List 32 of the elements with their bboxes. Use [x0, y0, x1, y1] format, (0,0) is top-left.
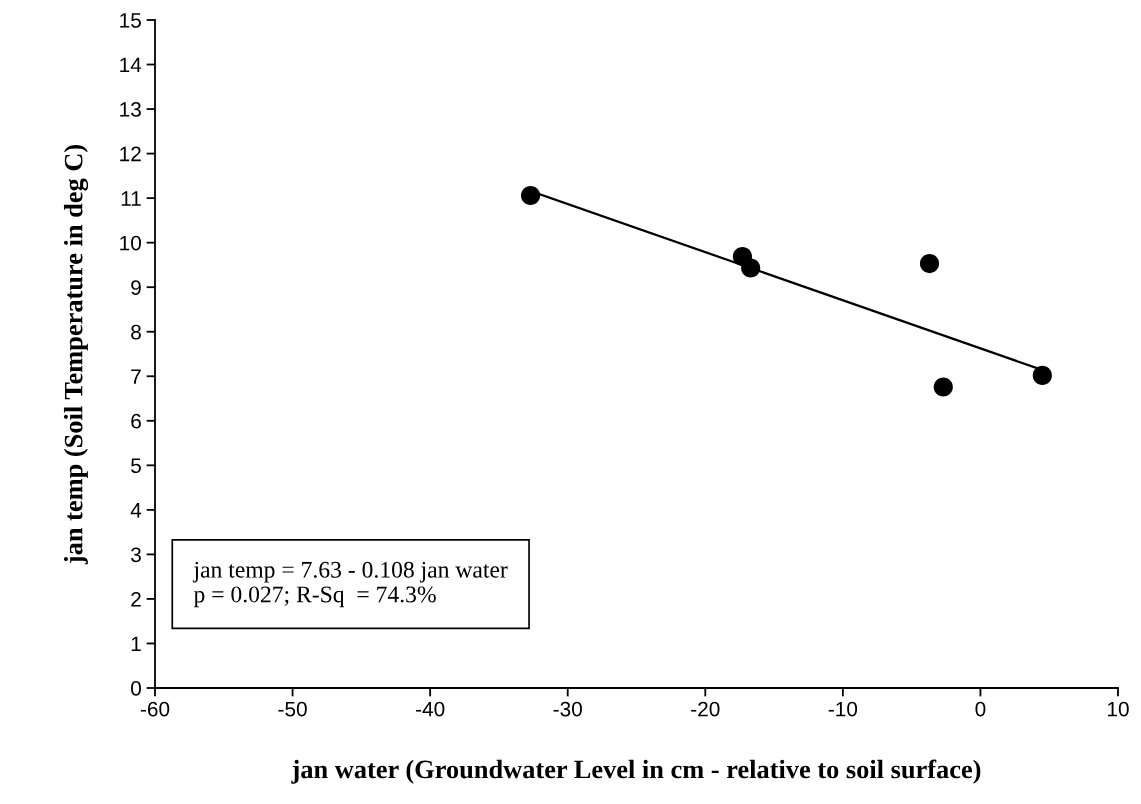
point	[1032, 365, 1052, 385]
y-tick-label: 3	[131, 547, 141, 563]
y-tick-label: 2	[131, 591, 141, 607]
y-tick-label: 1	[131, 636, 141, 652]
x-axis-title: jan water (Groundwater Level in cm - relative to soil surface)	[291, 759, 981, 784]
x-tick-label: -20	[691, 701, 720, 717]
point	[521, 185, 541, 206]
y-tick-label: 12	[120, 146, 141, 162]
y-tick-label: 10	[120, 235, 141, 251]
y-tick-label: 6	[131, 413, 141, 429]
y-tick-label: 14	[120, 57, 142, 73]
y-tick-label: 15	[120, 13, 141, 28]
y-tick-label: 5	[131, 458, 141, 474]
y-tick-label: 0	[131, 681, 141, 696]
y-tick-label: 11	[121, 191, 141, 206]
point	[919, 254, 940, 274]
x-tick-label: 10	[1108, 701, 1129, 717]
y-tick-label: 13	[120, 102, 141, 117]
annotation: jan temp = 7.63 - 0.108 jan water p = 0.027; R-Sq = 74.3%	[192, 561, 508, 608]
point	[933, 377, 953, 397]
y-tick-label: 4	[130, 503, 142, 518]
point	[741, 258, 761, 278]
y-axis-title: jan temp (Soil Temperature in deg C)	[63, 145, 89, 565]
x-tick-label: -60	[140, 701, 170, 717]
x-tick-label: -30	[553, 701, 582, 717]
x-tick-label: -40	[416, 701, 445, 717]
x-tick-label: 0	[975, 701, 986, 717]
y-tick-label: 7	[131, 369, 141, 384]
y-tick-label: 9	[131, 280, 141, 295]
x-tick-label: -50	[278, 701, 307, 717]
y-tick-label: 8	[131, 324, 141, 340]
x-tick-label: -10	[828, 701, 858, 717]
